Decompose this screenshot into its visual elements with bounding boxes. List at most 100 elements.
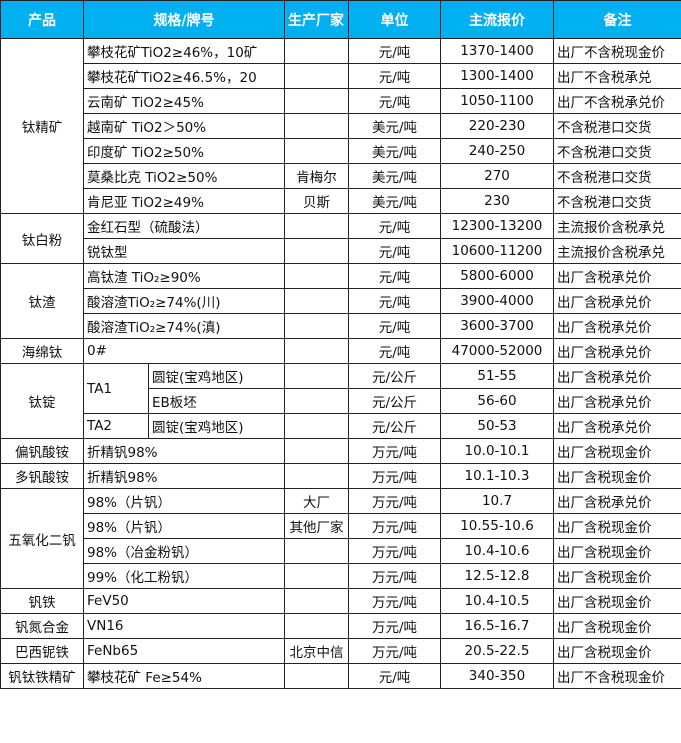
price-cell: 16.5-16.7 [440, 613, 554, 639]
note-cell: 出厂含税现金价 [553, 613, 681, 639]
maker-cell [284, 113, 349, 139]
unit-cell: 元/吨 [348, 663, 441, 689]
price-cell: 340-350 [440, 663, 554, 689]
price-cell: 10.0-10.1 [440, 438, 554, 464]
form-cell: 圆锭(宝鸡地区) [148, 363, 285, 389]
note-cell: 出厂不含税承兑 [553, 63, 681, 89]
header-unit: 单位 [348, 0, 441, 39]
price-cell: 10.4-10.6 [440, 538, 554, 564]
table-row: 98%（片钒） 其他厂家 万元/吨 10.55-10.6 出厂含税现金价 [1, 513, 681, 539]
unit-cell: 万元/吨 [348, 488, 441, 514]
maker-cell [284, 138, 349, 164]
unit-cell: 元/吨 [348, 63, 441, 89]
spec-cell: 锐钛型 [83, 238, 285, 264]
note-cell: 不含税港口交货 [553, 138, 681, 164]
spec-cell: 金红石型（硫酸法） [83, 213, 285, 239]
note-cell: 出厂含税承兑价 [553, 338, 681, 364]
spec-cell: 云南矿 TiO2≥45% [83, 88, 285, 114]
spec-cell: 98%（冶金粉钒） [83, 538, 285, 564]
price-cell: 51-55 [440, 363, 554, 389]
product-cell: 钛白粉 [0, 213, 84, 264]
price-cell: 1370-1400 [440, 38, 554, 64]
header-spec: 规格/牌号 [83, 0, 285, 39]
note-cell: 出厂含税承兑价 [553, 413, 681, 439]
table-row: 钛精矿 攀枝花矿TiO2≥46%，10矿 元/吨 1370-1400 出厂不含税现金价 [0, 38, 681, 214]
table-row: 钛渣 高钛渣 TiO₂≥90% 元/吨 5800-6000 出厂含税承兑价 [0, 263, 681, 339]
unit-cell: 万元/吨 [348, 638, 441, 664]
note-cell: 主流报价含税承兑 [553, 213, 681, 239]
unit-cell: 元/公斤 [348, 388, 441, 414]
maker-cell [284, 563, 349, 589]
note-cell: 出厂含税现金价 [553, 538, 681, 564]
maker-cell [284, 313, 349, 339]
table-row: 莫桑比克 TiO2≥50% 肯梅尔 美元/吨 270 不含税港口交货 [1, 163, 681, 189]
unit-cell: 万元/吨 [348, 613, 441, 639]
product-cell: 钛锭 [0, 363, 84, 439]
table-row: 偏钒酸铵 折精钒98% 万元/吨 10.0-10.1 出厂含税现金价 [0, 438, 681, 464]
price-cell: 270 [440, 163, 554, 189]
unit-cell: 万元/吨 [348, 513, 441, 539]
table-row: 多钒酸铵 折精钒98% 万元/吨 10.1-10.3 出厂含税现金价 [0, 463, 681, 489]
price-cell: 50-53 [440, 413, 554, 439]
note-cell: 出厂含税现金价 [553, 638, 681, 664]
unit-cell: 元/吨 [348, 313, 441, 339]
product-cell: 钛精矿 [0, 38, 84, 214]
price-cell: 47000-52000 [440, 338, 554, 364]
spec-cell: 折精钒98% [83, 463, 285, 489]
product-cell: 钛渣 [0, 263, 84, 339]
price-cell: 240-250 [440, 138, 554, 164]
price-cell: 3600-3700 [440, 313, 554, 339]
spec-cell: 98%（片钒） [83, 513, 285, 539]
maker-cell [284, 263, 349, 289]
price-cell: 5800-6000 [440, 263, 554, 289]
spec-cell: 莫桑比克 TiO2≥50% [83, 163, 285, 189]
grade-cell: TA2 [83, 413, 149, 439]
unit-cell: 万元/吨 [348, 438, 441, 464]
unit-cell: 美元/吨 [348, 163, 441, 189]
note-cell: 出厂含税承兑价 [553, 263, 681, 289]
product-cell: 巴西铌铁 [0, 638, 84, 664]
price-cell: 12.5-12.8 [440, 563, 554, 589]
spec-cell: 高钛渣 TiO₂≥90% [83, 263, 285, 289]
product-cell: 五氧化二钒 [0, 488, 84, 589]
table-row: 云南矿 TiO2≥45% 元/吨 1050-1100 出厂不含税承兑价 [1, 88, 681, 114]
table-row: 印度矿 TiO2≥50% 美元/吨 240-250 不含税港口交货 [1, 138, 681, 164]
unit-cell: 元/吨 [348, 338, 441, 364]
spec-cell: 攀枝花矿 Fe≥54% [83, 663, 285, 689]
header-note: 备注 [553, 0, 681, 39]
table-row: 钛白粉 金红石型（硫酸法） 元/吨 12300-13200 主流报价含税承兑 [0, 213, 681, 264]
unit-cell: 元/吨 [348, 288, 441, 314]
table-row: TA2 圆锭(宝鸡地区) 元/公斤 50-53 出厂含税承兑价 [1, 413, 681, 439]
table-row: 98%（冶金粉钒） 万元/吨 10.4-10.6 出厂含税现金价 [1, 538, 681, 564]
maker-cell: 贝斯 [284, 188, 349, 214]
table-row: 肯尼亚 TiO2≥49% 贝斯 美元/吨 230 不含税港口交货 [1, 188, 681, 214]
unit-cell: 美元/吨 [348, 138, 441, 164]
unit-cell: 万元/吨 [348, 563, 441, 589]
spec-cell: 99%（化工粉钒） [83, 563, 285, 589]
maker-cell [284, 88, 349, 114]
note-cell: 出厂不含税现金价 [553, 663, 681, 689]
unit-cell: 元/公斤 [348, 363, 441, 389]
maker-cell: 大厂 [284, 488, 349, 514]
price-cell: 10600-11200 [440, 238, 554, 264]
product-cell: 多钒酸铵 [0, 463, 84, 489]
spec-cell: 0# [83, 338, 285, 364]
spec-cell: FeV50 [83, 588, 285, 614]
spec-cell: 酸溶渣TiO₂≥74%(川) [83, 288, 285, 314]
table-row: 海绵钛 0# 元/吨 47000-52000 出厂含税承兑价 [0, 338, 681, 364]
note-cell: 出厂含税现金价 [553, 513, 681, 539]
note-cell: 出厂不含税承兑价 [553, 88, 681, 114]
price-cell: 220-230 [440, 113, 554, 139]
table-row: 钒氮合金 VN16 万元/吨 16.5-16.7 出厂含税现金价 [0, 613, 681, 639]
note-cell: 不含税港口交货 [553, 163, 681, 189]
table-body: 钛精矿 攀枝花矿TiO2≥46%，10矿 元/吨 1370-1400 出厂不含税现金价攀… [0, 38, 681, 689]
table-row: 钒钛铁精矿 攀枝花矿 Fe≥54% 元/吨 340-350 出厂不含税现金价 [0, 663, 681, 689]
maker-cell [284, 588, 349, 614]
maker-cell [284, 388, 349, 414]
price-cell: 10.1-10.3 [440, 463, 554, 489]
form-cell: 圆锭(宝鸡地区) [148, 413, 285, 439]
price-cell: 10.7 [440, 488, 554, 514]
price-cell: 56-60 [440, 388, 554, 414]
spec-cell: 攀枝花矿TiO2≥46%，10矿 [83, 38, 285, 64]
spec-cell: 折精钒98% [83, 438, 285, 464]
